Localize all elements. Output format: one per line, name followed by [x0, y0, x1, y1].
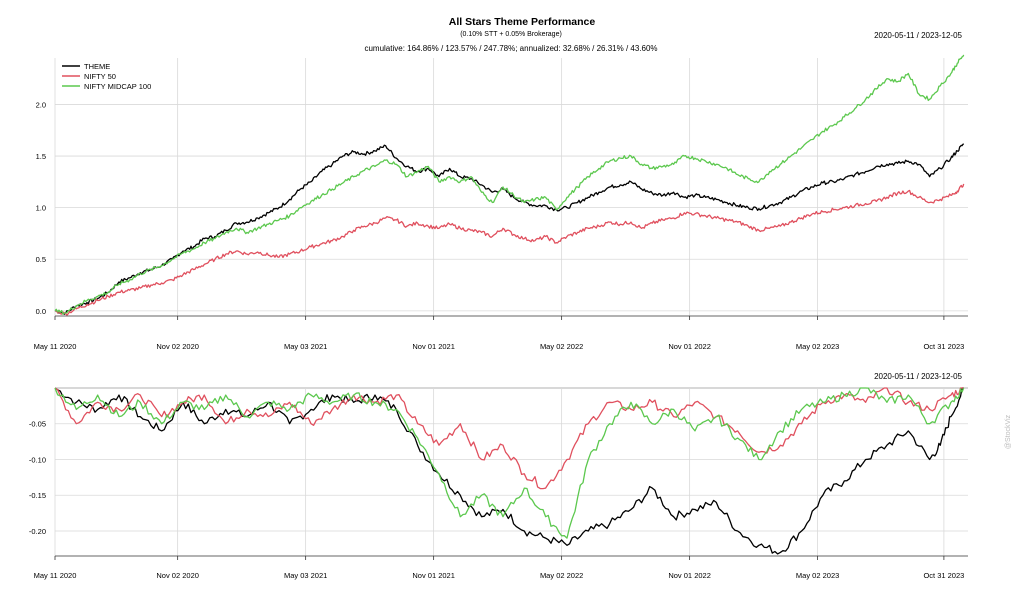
legend-label: NIFTY MIDCAP 100 — [84, 82, 151, 91]
drawdown-x-tick-label: May 02 2022 — [540, 571, 583, 580]
drawdown-y-tick-label: -0.10 — [29, 455, 46, 464]
legend-label: THEME — [84, 62, 110, 71]
stats-line: cumulative: 164.86% / 123.57% / 247.78%;… — [364, 44, 657, 53]
cumulative-y-tick-label: 2.0 — [36, 100, 46, 109]
drawdown-y-tick-label: -0.15 — [29, 491, 46, 500]
cumulative-axes: 0.0 0.5 1.0 1.5 2.0 May 11 2020 Nov 02 2020 May… — [34, 100, 968, 351]
drawdown-line-nifty-50 — [54, 387, 964, 490]
cumulative-x-tick-label: May 02 2023 — [796, 342, 839, 351]
cumulative-y-tick-label: 0.0 — [36, 307, 46, 316]
cumulative-line-nifty-midcap-100 — [54, 54, 965, 315]
cumulative-x-tick-label: Nov 01 2022 — [668, 342, 711, 351]
drawdown-series — [54, 387, 965, 555]
legend-label: NIFTY 50 — [84, 72, 116, 81]
cumulative-series — [54, 54, 965, 316]
drawdown-x-tick-label: Oct 31 2023 — [923, 571, 964, 580]
drawdown-y-tick-label: -0.05 — [29, 420, 46, 429]
cumulative-x-tick-label: May 03 2021 — [284, 342, 327, 351]
chart-subtitle: (0.10% STT + 0.05% Brokerage) — [460, 31, 562, 38]
drawdown-line-theme — [54, 387, 964, 555]
drawdown-x-tick-label: May 03 2021 — [284, 571, 327, 580]
drawdown-line-nifty-midcap-100 — [54, 387, 965, 539]
date-range-top: 2020-05-11 / 2023-12-05 — [874, 31, 962, 40]
cumulative-line-nifty-50 — [54, 183, 965, 316]
drawdown-gridlines — [54, 387, 968, 556]
cumulative-x-tick-label: May 11 2020 — [34, 342, 77, 351]
date-range-bottom: 2020-05-11 / 2023-12-05 — [874, 372, 962, 381]
cumulative-x-tick-label: Nov 02 2020 — [156, 342, 199, 351]
watermark: @StockViz — [1005, 414, 1012, 449]
cumulative-y-tick-label: 0.5 — [36, 255, 46, 264]
drawdown-axes: -0.05 -0.10 -0.15 -0.20 May 11 2020 Nov 02 20… — [29, 420, 968, 580]
chart-title: All Stars Theme Performance — [449, 16, 596, 28]
cumulative-x-tick-label: May 02 2022 — [540, 342, 583, 351]
cumulative-x-tick-label: Nov 01 2021 — [412, 342, 455, 351]
cumulative-x-tick-label: Oct 31 2023 — [923, 342, 964, 351]
drawdown-y-tick-label: -0.20 — [29, 527, 46, 536]
drawdown-x-tick-label: Nov 02 2020 — [156, 571, 199, 580]
drawdown-x-tick-label: May 11 2020 — [34, 571, 77, 580]
cumulative-line-theme — [54, 143, 965, 315]
drawdown-x-tick-label: Nov 01 2021 — [412, 571, 455, 580]
cumulative-gridlines — [54, 58, 968, 316]
drawdown-x-tick-label: May 02 2023 — [796, 571, 839, 580]
cumulative-y-tick-label: 1.5 — [36, 152, 46, 161]
cumulative-y-tick-label: 1.0 — [36, 204, 46, 213]
drawdown-x-tick-label: Nov 01 2022 — [668, 571, 711, 580]
